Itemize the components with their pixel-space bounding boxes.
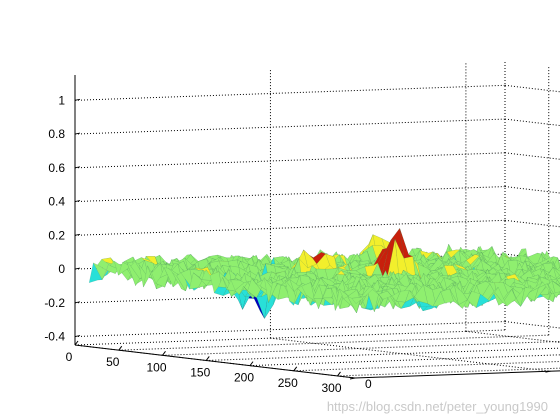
grid-line	[270, 337, 551, 372]
x-tick-mark	[118, 345, 123, 351]
z-tick-mark	[74, 267, 81, 270]
z-tick-mark	[74, 233, 81, 236]
y-tick-label: 0	[365, 377, 372, 391]
z-tick-label: 0	[58, 262, 65, 276]
z-tick-mark	[74, 132, 81, 135]
z-tick-mark	[74, 301, 81, 304]
x-tick-label: 50	[106, 355, 120, 369]
z-tick-label: -0.4	[44, 330, 65, 344]
z-tick-label: -0.2	[44, 296, 65, 310]
x-tick-mark	[249, 361, 254, 366]
grid-line	[74, 321, 506, 338]
z-tick-label: 0.4	[48, 195, 65, 209]
grid-line	[74, 152, 506, 169]
grid-line	[74, 219, 506, 236]
grid-line	[504, 84, 560, 93]
x-tick-mark	[74, 340, 79, 346]
grid-line	[504, 118, 560, 127]
x-tick-mark	[293, 366, 298, 372]
grid-line	[337, 367, 560, 377]
grid-line	[118, 334, 549, 351]
x-tick-label: 150	[190, 365, 210, 379]
y-tick-mark	[545, 370, 551, 373]
grid-line	[504, 219, 560, 228]
z-tick-mark	[74, 335, 81, 338]
watermark: https://blog.csdn.net/peter_young1990	[326, 399, 548, 414]
grid-line	[74, 186, 506, 203]
grid-line	[162, 340, 560, 356]
x-tick-label: 100	[146, 360, 166, 374]
grid-line	[74, 118, 506, 135]
grid-line	[74, 84, 506, 101]
z-tick-label: 0.6	[48, 161, 65, 175]
grid-line	[465, 330, 560, 343]
x-tick-mark	[337, 371, 341, 377]
x-tick-mark	[205, 356, 210, 361]
z-tick-mark	[74, 200, 81, 203]
z-tick-mark	[74, 166, 81, 169]
grid-line	[74, 329, 506, 346]
z-tick-label: 1	[58, 93, 65, 107]
x-tick-label: 250	[278, 376, 298, 390]
z-tick-label: 0.8	[48, 127, 65, 141]
x-tick-label: 0	[66, 350, 73, 364]
y-tick-mark	[349, 377, 356, 380]
x-tick-mark	[162, 351, 166, 356]
grid-line	[504, 152, 560, 160]
x-tick-label: 300	[321, 381, 341, 395]
y-axis-line	[354, 370, 560, 379]
x-axis-line	[74, 344, 356, 379]
surface-patch	[351, 296, 365, 304]
z-tick-mark	[74, 98, 81, 101]
grid-line	[293, 360, 560, 372]
z-tick-label: 0.2	[48, 228, 65, 242]
grid-line	[206, 347, 560, 361]
x-tick-label: 200	[234, 371, 254, 385]
grid-line	[504, 186, 560, 194]
grid-line	[504, 321, 560, 329]
